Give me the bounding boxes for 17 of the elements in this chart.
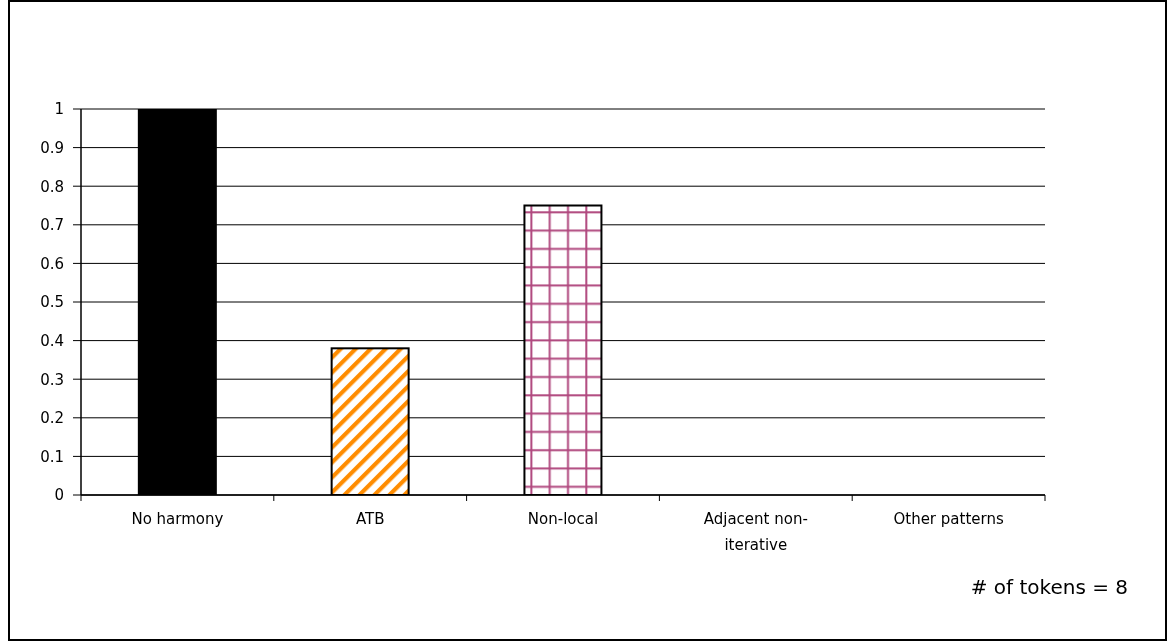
y-tick-label: 0.2 — [40, 409, 64, 428]
y-tick-label: 0.3 — [40, 370, 64, 389]
x-tick-label: No harmony — [131, 510, 224, 528]
text: # of tokens = 8 — [970, 574, 1128, 600]
x-tick-label: Non-local — [527, 510, 599, 528]
y-tick-label: 0.6 — [40, 254, 64, 273]
y-tick-label: 0.7 — [40, 216, 64, 235]
x-tick-label: Other patterns — [893, 510, 1004, 528]
y-tick-label: 0.4 — [40, 331, 64, 350]
y-tick-label: 0 — [54, 486, 64, 505]
y-tick-label: 0.5 — [40, 293, 64, 312]
y-tick-label: 0.8 — [40, 177, 64, 196]
y-tick-label: 0.9 — [40, 138, 64, 157]
x-tick-label: Adjacent non-iterative — [703, 510, 808, 554]
x-tick-label: ATB — [355, 510, 385, 528]
y-tick-label: 0.1 — [40, 447, 64, 466]
y-tick-label: 1 — [54, 100, 64, 119]
